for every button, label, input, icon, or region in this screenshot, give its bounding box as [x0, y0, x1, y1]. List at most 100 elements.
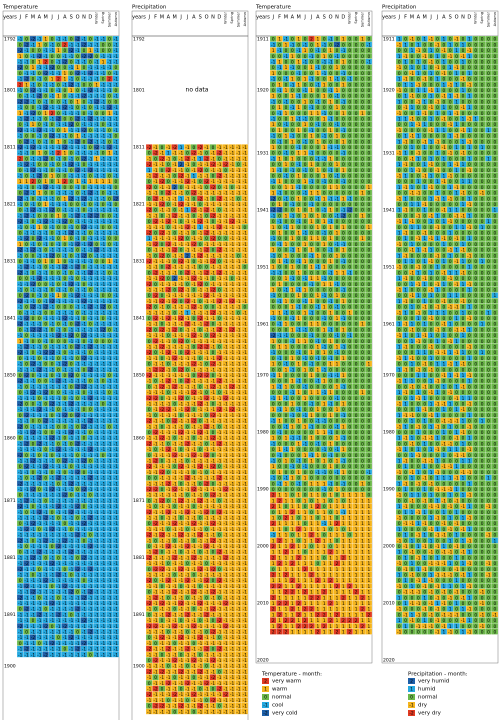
cell-value: 2: [44, 59, 47, 65]
cell-value: -1: [107, 65, 112, 71]
cell-value: 0: [51, 37, 54, 43]
cell-value: -1: [44, 48, 49, 54]
cell-value: -1: [18, 37, 23, 43]
cell-value: 0: [63, 65, 66, 71]
cell-value: 0: [51, 54, 54, 60]
cell-value: -1: [31, 652, 36, 658]
year-label: 1811: [4, 145, 16, 151]
cell-value: -2: [69, 82, 74, 88]
cell-value: -1: [107, 59, 112, 65]
cell-value: 0: [32, 59, 35, 65]
column-header: D: [217, 15, 221, 21]
cell-value: 0: [32, 48, 35, 54]
cell-value: 0: [57, 54, 60, 60]
year-label: 1801: [133, 88, 145, 94]
cell-value: -1: [18, 652, 23, 658]
cell-value: 0: [38, 71, 41, 77]
cell-value: 1: [63, 71, 66, 77]
cell-value: -1: [24, 59, 29, 65]
cell-value: -2: [82, 42, 87, 48]
cell-value: -1: [44, 65, 49, 71]
cell-value: 1: [57, 94, 60, 100]
cell-value: -2: [24, 42, 29, 48]
cell-value: -1: [101, 82, 106, 88]
cell-value: 0: [102, 77, 105, 83]
cell-value: -1: [88, 65, 93, 71]
cell-value: 0: [102, 42, 105, 48]
column-header: M: [173, 15, 177, 21]
cell-value: 0: [89, 82, 92, 88]
cell-value: -1: [95, 42, 100, 48]
cell-value: -2: [63, 59, 68, 65]
year-label: 1841: [4, 316, 16, 322]
cell-value: -1: [75, 652, 80, 658]
cell-value: 0: [38, 82, 41, 88]
cell-value: -1: [63, 652, 68, 658]
cell-value: -1: [37, 652, 42, 658]
cell-value: -1: [101, 652, 106, 658]
cell-value: -1: [88, 77, 93, 83]
cell-value: -1: [56, 59, 61, 65]
column-header: Autumn: [114, 12, 118, 26]
cell-value: -2: [75, 71, 80, 77]
column-header: Autumn: [243, 12, 247, 26]
cell-value: 2: [57, 77, 60, 83]
cell-value: -1: [44, 82, 49, 88]
cell-value: -1: [18, 88, 23, 94]
cell-value: -1: [18, 77, 23, 83]
cell-value: -1: [63, 37, 68, 43]
cell-value: 1: [102, 59, 105, 65]
year-label: 1811: [133, 145, 145, 151]
column-header: Spring: [101, 12, 105, 24]
cell-value: 0: [114, 88, 117, 94]
cell-value: -2: [69, 48, 74, 54]
cell-value: -1: [101, 71, 106, 77]
cell-value: -1: [50, 94, 55, 100]
cell-value: -1: [44, 54, 49, 60]
cell-value: -2: [24, 77, 29, 83]
cell-value: -1: [75, 82, 80, 88]
cell-value: -1: [56, 71, 61, 77]
cell-value: -1: [69, 94, 74, 100]
cell-value: -1: [101, 65, 106, 71]
cell-value: 0: [32, 77, 35, 83]
cell-value: 0: [38, 48, 41, 54]
year-label: 1891: [4, 612, 16, 618]
column-header: J: [57, 15, 59, 21]
cell-value: -2: [88, 54, 93, 60]
column-header: A: [167, 15, 171, 21]
cell-value: -1: [69, 77, 74, 83]
cell-value: -2: [88, 71, 93, 77]
cell-value: -1: [95, 77, 100, 83]
cell-value: 1: [44, 37, 47, 43]
cell-value: 1: [19, 54, 22, 60]
cell-value: -1: [95, 48, 100, 54]
year-label: 1792: [133, 36, 145, 42]
cell-value: 0: [63, 94, 66, 100]
cell-value: 1: [32, 65, 35, 71]
cell-value: -1: [37, 37, 42, 43]
row-header: years: [132, 15, 146, 21]
cell-value: -2: [88, 88, 93, 94]
cell-value: -1: [50, 71, 55, 77]
cell-value: -1: [95, 59, 100, 65]
column-header: S: [199, 15, 202, 21]
year-label: 1860: [4, 435, 16, 441]
cell-value: -1: [107, 652, 112, 658]
cell-value: -1: [114, 77, 119, 83]
cell-value: -1: [107, 88, 112, 94]
cell-value: -1: [75, 42, 80, 48]
column-header: J: [179, 15, 181, 21]
cell-value: -2: [31, 37, 36, 43]
column-header: Spring: [230, 12, 234, 24]
cell-value: -1: [69, 652, 74, 658]
cell-value: 0: [108, 71, 111, 77]
column-header: J: [50, 15, 52, 21]
cell-value: 0: [114, 65, 117, 71]
cell-value: 0: [25, 54, 28, 60]
column-header: M: [31, 15, 35, 21]
cell-value: -1: [69, 54, 74, 60]
column-header: M: [160, 15, 164, 21]
cell-value: -1: [82, 37, 87, 43]
